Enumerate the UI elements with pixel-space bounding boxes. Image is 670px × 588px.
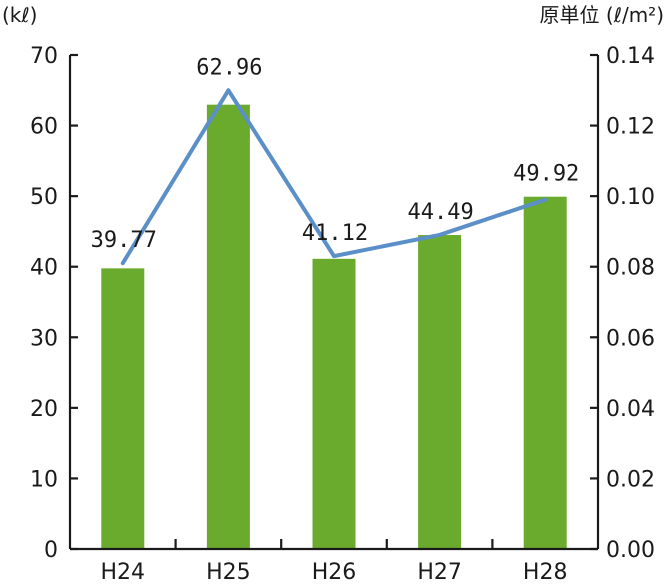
right-tick-label: 0.14	[606, 44, 655, 69]
left-tick-label: 0	[44, 538, 58, 563]
x-tick-label: H27	[417, 560, 462, 585]
right-tick-label: 0.04	[606, 397, 655, 422]
bar-H24	[101, 268, 145, 549]
bar-H28	[523, 196, 567, 549]
left-tick-label: 20	[30, 397, 58, 422]
x-tick-label: H28	[523, 560, 568, 585]
data-label: 39.77	[91, 228, 157, 253]
right-tick-label: 0.02	[606, 467, 655, 492]
left-tick-label: 50	[30, 185, 58, 210]
left-tick-label: 40	[30, 256, 58, 281]
bar-H26	[312, 258, 356, 549]
left-tick-label: 70	[30, 44, 58, 69]
left-tick-label: 10	[30, 467, 58, 492]
right-tick-label: 0.06	[606, 326, 655, 351]
data-label: 44.49	[407, 200, 473, 225]
data-label: 62.96	[196, 55, 262, 80]
right-tick-label: 0.12	[606, 115, 655, 140]
data-label: 49.92	[513, 162, 579, 187]
left-axis-unit: (kℓ)	[2, 3, 37, 27]
right-tick-label: 0.08	[606, 256, 655, 281]
left-tick-label: 30	[30, 326, 58, 351]
x-tick-label: H24	[101, 560, 146, 585]
right-tick-label: 0.10	[606, 185, 655, 210]
bar-H27	[418, 235, 462, 549]
bar-H25	[206, 104, 250, 550]
right-axis-unit: 原単位 (ℓ/m²)	[540, 3, 664, 27]
left-tick-label: 60	[30, 115, 58, 140]
x-tick-label: H25	[206, 560, 251, 585]
data-label: 41.12	[302, 221, 368, 246]
right-tick-label: 0.00	[606, 538, 655, 563]
intensity-line	[120, 88, 548, 266]
x-tick-label: H26	[312, 560, 357, 585]
